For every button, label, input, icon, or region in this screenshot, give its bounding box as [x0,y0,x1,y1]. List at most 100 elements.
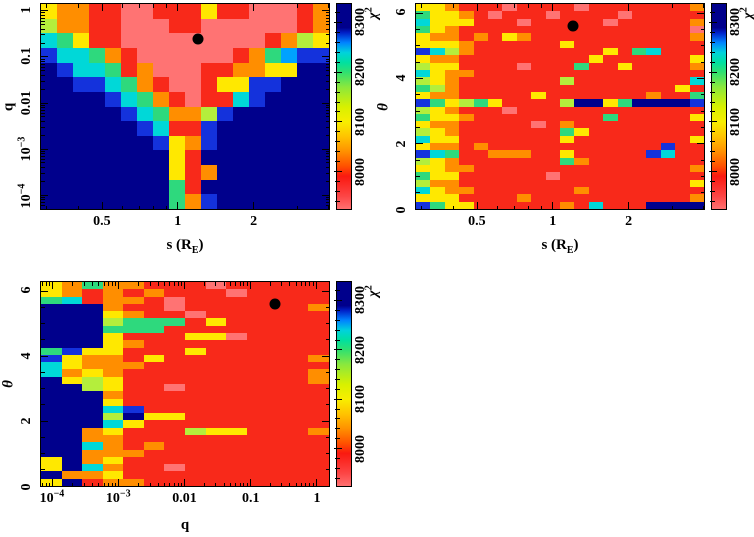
heatmap-cell [459,179,474,188]
colorbar-minor-tick [335,131,340,133]
heatmap-cell [82,362,103,370]
heatmap-cell [430,33,445,41]
y-tick [325,60,329,62]
heatmap-cell [502,172,517,180]
x-tick [98,282,100,286]
colorbar-tick-label: 8200 [353,335,368,364]
y-tick [416,175,420,177]
heatmap-cell [287,318,309,326]
heatmap-cell [205,464,227,472]
heatmap-cell [459,143,474,151]
heatmap-cell [473,77,488,85]
heatmap-cell [164,289,185,297]
y-tick-label: 0.1 [19,47,34,66]
heatmap-cell [123,427,144,435]
heatmap-cell [531,121,546,129]
heatmap-cell [660,40,676,48]
heatmap-cell [459,25,474,34]
colorbar-minor-tick [335,200,340,202]
heatmap-cell [531,187,546,195]
heatmap-cell [89,4,105,19]
x-tick [72,482,74,486]
x-tick [107,282,109,286]
y-tick [322,10,329,12]
heatmap-cell [545,165,560,173]
heatmap-cell [267,413,288,421]
y-tick [700,28,704,30]
heatmap-cell [617,194,632,202]
x-tick [180,282,182,286]
heatmap-cell [308,478,329,486]
colorbar-tick-label: 8100 [353,385,368,414]
heatmap-cell [226,354,247,363]
heatmap-cell [631,135,647,144]
heatmap-cell [416,62,431,70]
heatmap-cell [249,194,265,209]
heatmap-cell [184,289,206,297]
x-axis-label: q [180,517,190,533]
heatmap-cell [313,33,329,48]
heatmap-cell [646,18,661,26]
x-tick [165,205,167,209]
heatmap-cell [660,25,676,34]
x-tick-label: 0.01 [172,491,197,506]
heatmap-cell [123,354,144,363]
heatmap-cell [226,471,247,479]
y-tick [325,172,329,174]
heatmap-cell [617,33,632,41]
heatmap-cell [660,157,676,166]
heatmap-cell [459,62,474,70]
colorbar-minor-tick [710,42,715,44]
y-tick [325,388,329,390]
heatmap-cell [123,398,144,406]
heatmap-cell [137,106,153,122]
heatmap-cell [459,172,474,180]
heatmap-cell [675,18,690,26]
heatmap-cell [297,91,313,107]
heatmap-cell [287,332,309,341]
colorbar-minor-tick [335,457,340,459]
heatmap-cell [82,398,103,406]
heatmap-cell [184,398,206,406]
heatmap-cell [265,33,281,48]
heatmap-cell [233,4,249,19]
x-tick [301,482,302,486]
y-tick [325,70,329,72]
y-tick [325,436,329,438]
heatmap-cell [89,179,105,195]
heatmap-cell [89,62,105,78]
heatmap-cell [516,157,532,166]
heatmap-cell [588,62,604,70]
heatmap-cell [267,289,288,297]
x-tick [305,282,307,286]
heatmap-cell [631,187,647,195]
heatmap-cell [105,77,121,92]
heatmap-cell [82,340,103,348]
heatmap-cell [169,106,185,122]
heatmap-cell [265,91,281,107]
colorbar-minor-tick [335,359,340,361]
heatmap-cell [459,11,474,19]
colorbar-minor-tick [335,418,340,420]
y-tick [325,339,329,341]
heatmap-cell [487,150,503,158]
heatmap-cell [246,362,268,370]
heatmap-cell [574,62,589,70]
x-tick [235,282,237,286]
y-tick-label: 1 [19,6,34,14]
heatmap-cell [233,179,249,195]
heatmap-cell [308,471,329,479]
heatmap-cell [57,77,73,92]
heatmap-cell [531,128,546,136]
x-tick [249,479,251,486]
y-tick [41,14,45,16]
x-tick [229,482,231,486]
x-tick [149,482,151,486]
y-tick [416,143,423,145]
x-tick [42,282,44,286]
x-tick [528,205,530,209]
x-tick [301,282,302,286]
heatmap-cell [516,143,532,151]
heatmap-cell [617,55,632,63]
heatmap-cell [226,376,247,384]
